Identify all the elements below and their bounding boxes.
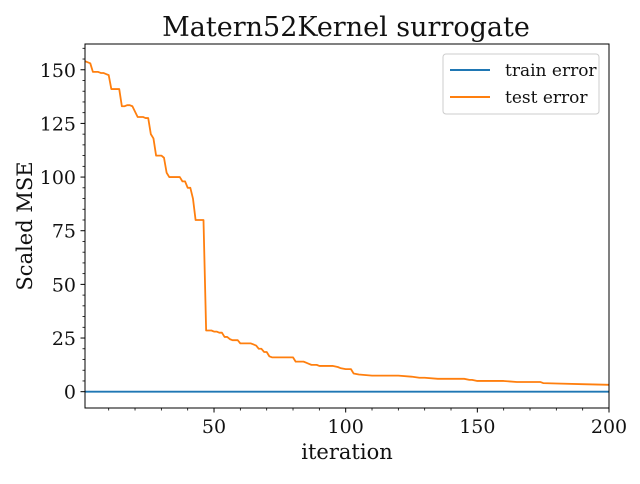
y-tick-label: 0: [64, 382, 76, 404]
series-line-test-error: [84, 60, 610, 386]
y-axis-label: Scaled MSE: [13, 161, 37, 290]
x-axis-label: iteration: [301, 440, 392, 464]
y-tick-label: 75: [52, 221, 76, 243]
legend: train error test error: [442, 53, 600, 115]
series-lines: [84, 60, 610, 393]
x-tick-label: 100: [328, 416, 364, 438]
major-ticks: 50 100 150 200 0 25 50 75 100 125 150: [40, 60, 627, 438]
legend-label-test-error: test error: [505, 88, 588, 108]
plot-frame: [84, 43, 610, 409]
y-tick-label: 125: [40, 113, 76, 135]
y-tick-label: 50: [52, 274, 76, 296]
x-tick-label: 150: [459, 416, 495, 438]
chart-title: Matern52Kernel surrogate: [162, 12, 530, 43]
y-tick-label: 150: [40, 60, 76, 82]
y-tick-label: 100: [40, 167, 76, 189]
y-tick-label: 25: [52, 328, 76, 350]
x-tick-label: 200: [591, 416, 627, 438]
legend-label-train-error: train error: [505, 61, 597, 81]
x-tick-label: 50: [202, 416, 226, 438]
